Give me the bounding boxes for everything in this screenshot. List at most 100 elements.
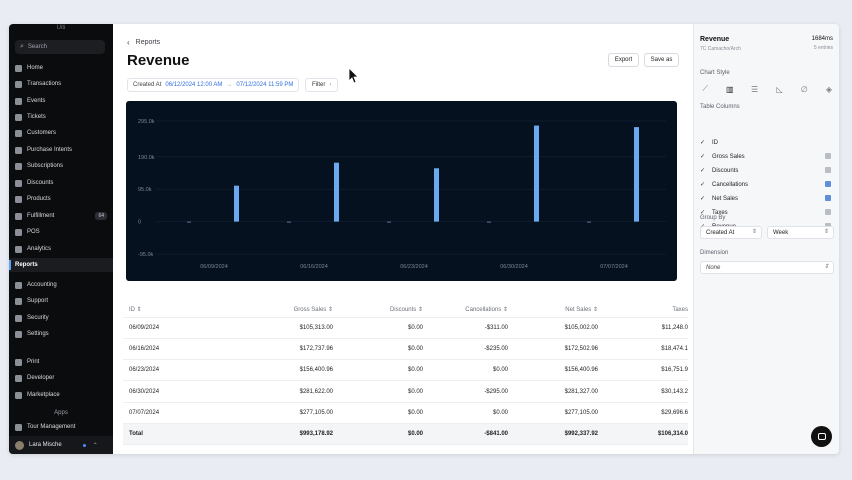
lock-icon[interactable] <box>825 167 831 173</box>
sidebar-item-security[interactable]: Security <box>9 311 113 325</box>
sidebar-item-purchase-intents[interactable]: Purchase Intents <box>9 143 113 157</box>
table-row[interactable]: 06/30/2024 $281,622.00 $0.00 -$295.00 $281,3… <box>123 382 688 403</box>
check-icon[interactable]: ✓ <box>700 196 706 202</box>
check-icon[interactable]: ✓ <box>700 210 706 216</box>
save-as-button[interactable]: Save as <box>644 53 679 67</box>
chart-bar[interactable] <box>487 221 491 223</box>
bar-chart-icon[interactable]: ▥ <box>726 84 734 94</box>
sidebar-item-settings[interactable]: Settings <box>9 327 113 341</box>
purchase-intents-icon <box>15 146 22 154</box>
column-label: ID <box>712 139 718 146</box>
no-chart-icon[interactable]: ∅ <box>800 84 808 94</box>
column-header[interactable]: Gross Sales ⇕ <box>293 307 333 313</box>
column-header[interactable]: ID ⇕ <box>129 307 142 313</box>
user-menu[interactable]: Lara Mische ⌃ <box>9 436 113 454</box>
table-cell: $993,178.92 <box>299 431 333 437</box>
table-cell: $11,248.0 <box>661 325 688 331</box>
sidebar-item-pos[interactable]: POS <box>9 225 113 239</box>
breadcrumb[interactable]: ‹ Reports <box>127 38 160 47</box>
chart-bar[interactable] <box>334 162 339 222</box>
sidebar-item-label: Fulfillment <box>27 213 55 219</box>
filter-button[interactable]: Filter › <box>305 78 339 92</box>
sidebar-item-customers[interactable]: Customers <box>9 126 113 140</box>
chart-bar[interactable] <box>287 221 291 223</box>
table-row[interactable]: 06/09/2024 $105,313.00 $0.00 -$311.00 $105,0… <box>123 318 688 339</box>
lock-icon[interactable] <box>825 153 831 159</box>
lock-icon[interactable] <box>825 195 831 201</box>
table-cell: $281,622.00 <box>299 388 333 395</box>
column-toggle-taxes[interactable]: ✓ Taxes <box>700 206 834 219</box>
check-icon[interactable]: ✓ <box>700 168 706 174</box>
table-cell: $277,105.00 <box>564 409 598 416</box>
column-header[interactable]: Discounts ⇕ <box>389 307 423 313</box>
chart-bar[interactable] <box>234 185 239 222</box>
chart-bar[interactable] <box>387 221 391 223</box>
y-tick-label: -95.0k <box>138 252 154 258</box>
table-cell: $992,337.92 <box>564 431 598 437</box>
date-range-filter[interactable]: Created At 06/12/2024 12:00 AM → 07/12/2… <box>127 78 300 92</box>
sidebar-item-home[interactable]: Home <box>9 61 113 75</box>
column-toggle-id[interactable]: ✓ ID <box>700 136 834 149</box>
column-toggle-gross-sales[interactable]: ✓ Gross Sales <box>700 150 834 163</box>
chat-launcher-button[interactable] <box>811 426 832 447</box>
table-cell: $29,696.6 <box>661 409 688 416</box>
export-button[interactable]: Export <box>608 53 639 67</box>
chart-bar[interactable] <box>634 127 639 222</box>
end-date[interactable]: 07/12/2024 11:59 PM <box>236 82 294 88</box>
chart-bar[interactable] <box>587 221 591 223</box>
sidebar-item-events[interactable]: Events <box>9 94 113 108</box>
column-header[interactable]: Taxes <box>672 306 688 313</box>
column-toggle-cancellations[interactable]: ✓ Cancellations <box>700 178 834 191</box>
sidebar-item-products[interactable]: Products <box>9 192 113 206</box>
column-toggle-net-sales[interactable]: ✓ Net Sales <box>700 192 834 205</box>
chart-bar[interactable] <box>534 125 539 222</box>
sidebar-item-fulfillment[interactable]: Fulfillment 64 <box>9 209 113 223</box>
sidebar-item-tour-management[interactable]: Tour Management <box>9 420 113 434</box>
sidebar-item-analytics[interactable]: Analytics <box>9 242 113 256</box>
row-count: 5 entries <box>813 45 833 51</box>
sidebar-item-accounting[interactable]: Accounting <box>9 278 113 292</box>
sidebar-item-transactions[interactable]: Transactions <box>9 77 113 91</box>
lock-icon[interactable] <box>825 209 831 215</box>
layers-icon[interactable]: ◈ <box>825 84 833 94</box>
area-chart-icon[interactable]: ◺ <box>776 84 783 94</box>
sidebar-item-subscriptions[interactable]: Subscriptions <box>9 159 113 173</box>
group-period-select[interactable]: Week ⇕ <box>767 226 834 239</box>
horizontal-bar-chart-icon[interactable]: ☰ <box>751 84 759 94</box>
table-row[interactable]: 06/16/2024 $172,737.96 $0.00 -$235.00 $172,5… <box>123 339 688 361</box>
chart-bar[interactable] <box>187 221 191 223</box>
sidebar-item-marketplace[interactable]: Marketplace <box>9 388 113 402</box>
start-date[interactable]: 06/12/2024 12:00 AM <box>165 82 223 88</box>
check-icon[interactable]: ✓ <box>700 140 706 146</box>
sidebar-item-discounts[interactable]: Discounts <box>9 176 113 190</box>
column-header[interactable]: Cancellations ⇕ <box>465 307 508 313</box>
sidebar-item-tickets[interactable]: Tickets <box>9 110 113 124</box>
breadcrumb-reports[interactable]: Reports <box>135 39 161 46</box>
chart-bar[interactable] <box>434 168 439 222</box>
lock-icon[interactable] <box>825 181 831 187</box>
column-toggle-discounts[interactable]: ✓ Discounts <box>700 164 834 177</box>
sidebar-search[interactable]: ⌕ Search <box>15 40 105 54</box>
table-cell: Total <box>129 431 143 437</box>
check-icon[interactable]: ✓ <box>700 154 706 160</box>
group-by-select[interactable]: Created At ⇕ <box>700 226 762 239</box>
sidebar-item-print[interactable]: Print <box>9 355 113 369</box>
table-total-row[interactable]: Total $993,178.92 $0.00 -$841.00 $992,337.92… <box>123 424 688 445</box>
column-label: Gross Sales <box>712 153 745 160</box>
sidebar-item-support[interactable]: Support <box>9 294 113 308</box>
tickets-icon <box>15 113 22 121</box>
sidebar-item-developer[interactable]: Developer <box>9 371 113 385</box>
dimension-label: Dimension <box>700 250 729 256</box>
table-header: ID ⇕ Gross Sales ⇕ Discounts ⇕ Cancellation… <box>123 302 688 318</box>
table-row[interactable]: 06/23/2024 $156,400.96 $0.00 $0.00 $156,400.… <box>123 360 688 382</box>
arrow-right-icon: → <box>226 82 233 88</box>
app-window: Uiti ⌕ Search Home Transactions Events Tick… <box>9 24 839 454</box>
check-icon[interactable]: ✓ <box>700 182 706 188</box>
line-chart-icon[interactable]: ⟋ <box>702 84 708 93</box>
column-header[interactable]: Net Sales ⇕ <box>565 307 598 313</box>
dimension-select[interactable]: None ⇕ <box>700 261 834 274</box>
table-row[interactable]: 07/07/2024 $277,105.00 $0.00 $0.00 $277,105.… <box>123 403 688 424</box>
sidebar-item-reports[interactable]: Reports <box>9 258 113 272</box>
sidebar-item-label: Discounts <box>27 180 54 186</box>
sidebar-item-label: POS <box>27 229 40 235</box>
